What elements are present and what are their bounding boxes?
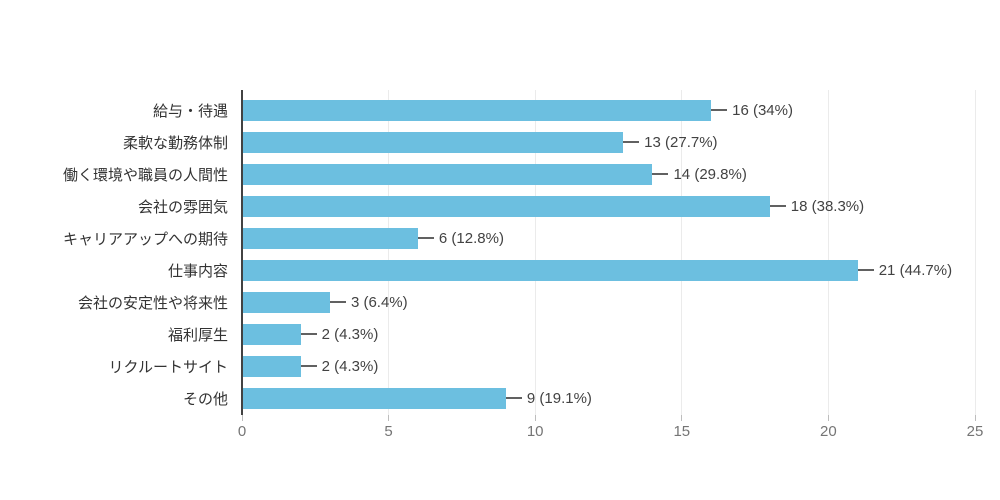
bar-row: キャリアアップへの期待 6 (12.8%) <box>0 222 1000 254</box>
x-tick-label: 10 <box>526 423 544 440</box>
x-tick-label: 15 <box>673 423 691 440</box>
value-label: 18 (38.3%) <box>790 197 865 215</box>
bar-row: 給与・待遇 16 (34%) <box>0 94 1000 126</box>
bar <box>242 355 301 377</box>
bar-track: 18 (38.3%) <box>242 190 975 222</box>
value-label: 13 (27.7%) <box>644 133 718 151</box>
bar <box>242 163 653 185</box>
value-label: 16 (34%) <box>732 101 793 119</box>
category-label: その他 <box>182 390 228 408</box>
value-label: 2 (4.3%) <box>321 325 379 343</box>
bar-track: 21 (44.7%) <box>242 254 975 286</box>
leader-line <box>329 301 346 303</box>
category-label: 福利厚生 <box>167 326 228 344</box>
bar-row: 会社の安定性や将来性 3 (6.4%) <box>0 286 1000 318</box>
x-tick-label: 25 <box>966 423 984 440</box>
category-label: 柔軟な勤務体制 <box>122 134 228 152</box>
bar-track: 3 (6.4%) <box>242 286 975 318</box>
category-label: キャリアアップへの期待 <box>62 230 228 248</box>
leader-line <box>417 237 434 239</box>
x-tick-label: 20 <box>820 423 837 440</box>
bar <box>242 387 506 409</box>
y-axis-line <box>241 90 243 415</box>
category-label: リクルートサイト <box>108 358 228 376</box>
leader-line <box>623 141 640 143</box>
bar-row: 会社の雰囲気 18 (38.3%) <box>0 190 1000 222</box>
leader-line <box>769 205 786 207</box>
x-axis-tick <box>388 415 390 421</box>
category-label: 仕事内容 <box>167 262 228 280</box>
value-label: 6 (12.8%) <box>438 229 504 247</box>
bar-track: 14 (29.8%) <box>242 158 975 190</box>
value-label: 9 (19.1%) <box>526 389 592 407</box>
x-axis-tick <box>241 415 243 421</box>
bar-row: その他 9 (19.1%) <box>0 382 1000 414</box>
bar-track: 2 (4.3%) <box>242 350 975 382</box>
leader-line <box>652 173 669 175</box>
bar-track: 13 (27.7%) <box>242 126 975 158</box>
x-axis-tick <box>974 415 976 421</box>
category-label: 会社の安定性や将来性 <box>77 294 228 312</box>
leader-line <box>711 109 728 111</box>
bar <box>242 99 712 121</box>
bar-track: 9 (19.1%) <box>242 382 975 414</box>
category-label: 給与・待遇 <box>152 102 228 120</box>
x-tick-label: 0 <box>237 423 247 440</box>
gridline <box>388 90 390 415</box>
x-axis: 0 5 10 15 20 25 <box>0 423 1000 443</box>
x-axis-tick <box>681 415 683 421</box>
x-axis-tick <box>827 415 829 421</box>
bar-row: 働く環境や職員の人間性 14 (29.8%) <box>0 158 1000 190</box>
bar-rows: 給与・待遇 16 (34%) 柔軟な勤務体制 13 (27.7%) 働く環境や職員の人間… <box>0 94 1000 414</box>
value-label: 2 (4.3%) <box>321 357 379 375</box>
x-axis-tick <box>534 415 536 421</box>
bar-row: 柔軟な勤務体制 13 (27.7%) <box>0 126 1000 158</box>
bar-track: 6 (12.8%) <box>242 222 975 254</box>
bar-row: 福利厚生 2 (4.3%) <box>0 318 1000 350</box>
leader-line <box>857 269 874 271</box>
value-label: 3 (6.4%) <box>350 293 408 311</box>
leader-line <box>300 365 317 367</box>
value-label: 21 (44.7%) <box>878 261 953 279</box>
bar <box>242 323 301 345</box>
bar-row: 仕事内容 21 (44.7%) <box>0 254 1000 286</box>
bar-row: リクルートサイト 2 (4.3%) <box>0 350 1000 382</box>
leader-line <box>300 333 317 335</box>
x-tick-label: 5 <box>384 423 393 440</box>
bar-track: 2 (4.3%) <box>242 318 975 350</box>
category-label: 働く環境や職員の人間性 <box>62 166 228 184</box>
gridline <box>974 90 976 415</box>
leader-line <box>505 397 522 399</box>
gridline <box>681 90 683 415</box>
category-label: 会社の雰囲気 <box>137 198 228 216</box>
gridline <box>534 90 536 415</box>
plot-area <box>242 90 976 415</box>
bar <box>242 291 330 313</box>
bar <box>242 227 418 249</box>
bar <box>242 131 624 153</box>
bar-track: 16 (34%) <box>242 94 975 126</box>
gridline <box>827 90 829 415</box>
bar <box>242 259 858 281</box>
value-label: 14 (29.8%) <box>673 165 747 183</box>
bar <box>242 195 770 217</box>
